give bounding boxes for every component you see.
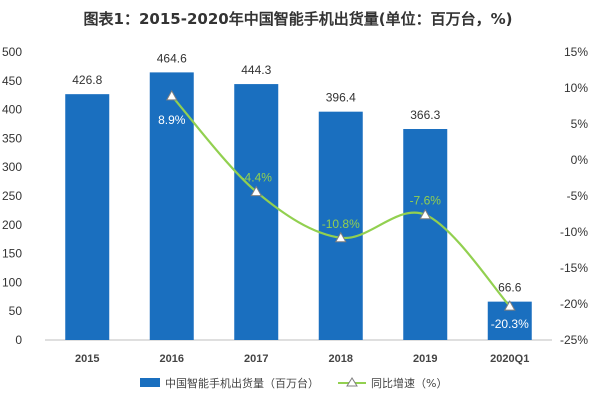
left-axis-tick-label: 0: [15, 333, 22, 347]
bar: [403, 129, 448, 340]
x-axis-tick-label: 2015: [75, 353, 99, 365]
left-axis-tick-label: 200: [2, 218, 22, 232]
bar-value-label: 444.3: [241, 63, 271, 77]
left-axis-tick-label: 250: [2, 189, 22, 203]
left-axis-tick-label: 150: [2, 247, 22, 261]
right-axis-tick-label: -20%: [560, 297, 588, 311]
growth-point-marker: [503, 300, 516, 311]
right-axis-tick-label: 10%: [564, 81, 588, 95]
x-axis-tick-label: 2016: [160, 353, 184, 365]
right-axis-tick-label: -5%: [567, 189, 589, 203]
legend-line-marker: [346, 377, 358, 387]
growth-point-marker: [165, 89, 178, 101]
growth-point-marker: [334, 231, 347, 243]
bar: [318, 111, 363, 340]
left-axis-tick-label: 400: [2, 103, 22, 117]
right-axis-tick-label: -25%: [560, 333, 588, 347]
left-axis-tick-label: 100: [2, 275, 22, 289]
growth-point-label: -4.4%: [241, 171, 273, 185]
bar-value-label: 366.3: [410, 108, 440, 122]
right-axis-tick-label: -10%: [560, 225, 588, 239]
left-axis-tick-label: 450: [2, 74, 22, 88]
growth-point-marker: [250, 185, 263, 197]
right-axis-tick-label: 5%: [571, 117, 589, 131]
bar: [65, 94, 110, 340]
bar: [149, 72, 194, 340]
x-axis-tick-label: 2019: [413, 353, 437, 365]
left-axis-tick-label: 300: [2, 160, 22, 174]
growth-point-label: -20.3%: [491, 317, 529, 331]
bar-value-label: 464.6: [157, 51, 187, 65]
chart-title: 图表1：2015-2020年中国智能手机出货量(单位：百万台，%): [83, 10, 513, 28]
right-axis-tick-label: 15%: [564, 45, 588, 59]
x-axis-tick-label: 2017: [244, 353, 268, 365]
growth-point-label: -10.8%: [322, 217, 360, 231]
legend-line-label: 同比增速（%）: [371, 376, 447, 390]
bar: [234, 84, 279, 341]
left-axis-tick-label: 350: [2, 131, 22, 145]
bar-value-label: 426.8: [72, 73, 102, 87]
left-axis-tick-label: 50: [9, 304, 23, 318]
growth-point-label: -7.6%: [410, 194, 442, 208]
left-axis-tick-label: 500: [2, 45, 22, 59]
legend-bar-swatch: [140, 378, 160, 387]
growth-point-label: 8.9%: [158, 113, 186, 127]
bar-value-label: 66.6: [498, 281, 522, 295]
right-axis-tick-label: -15%: [560, 261, 588, 275]
growth-point-marker: [419, 208, 432, 220]
x-axis-tick-label: 2020Q1: [490, 353, 529, 365]
legend-bar-label: 中国智能手机出货量（百万台）: [165, 376, 319, 390]
x-axis-tick-label: 2018: [329, 353, 353, 365]
bar-value-label: 396.4: [326, 91, 356, 105]
right-axis-tick-label: 0%: [571, 153, 589, 167]
